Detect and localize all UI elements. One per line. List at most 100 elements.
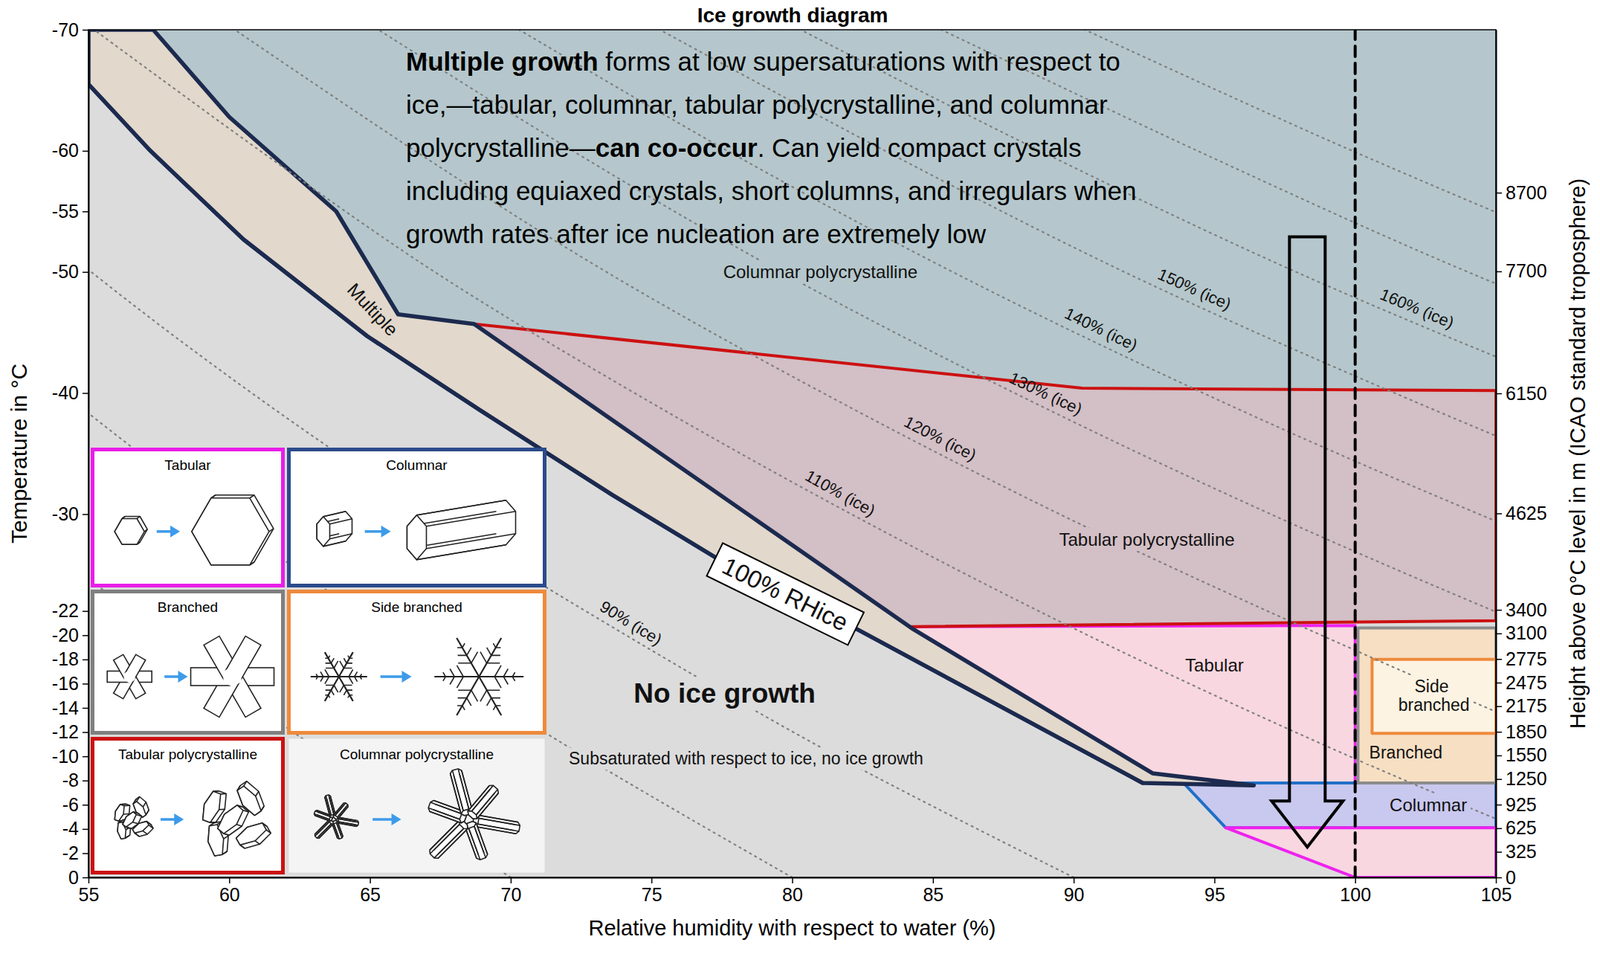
legend-arrow-head	[391, 813, 402, 826]
y2-axis-title: Height above 0°C level in m (ICAO standa…	[1565, 178, 1590, 729]
tick-label: 60	[219, 884, 241, 905]
note-line: ice,—tabular, columnar, tabular polycrys…	[405, 89, 1108, 119]
crystal-edge	[477, 689, 491, 702]
crystal-edge	[220, 791, 227, 796]
region-label: Columnar polycrystalline	[719, 260, 922, 284]
crystal-edge	[457, 684, 472, 696]
crystal-edge	[434, 828, 464, 858]
label-text: Columnar polycrystalline	[723, 261, 918, 282]
y-tick: -30	[52, 503, 89, 525]
tick-mark	[1495, 658, 1502, 661]
crystal-edge	[327, 655, 331, 659]
labels: No ice growth Columnar polycrystalline Tab…	[339, 46, 1474, 817]
tick-mark	[82, 392, 89, 395]
crystal-edge	[339, 652, 354, 677]
label-patch	[565, 747, 927, 770]
crystal-edge	[426, 511, 516, 527]
crystal-edge	[318, 823, 334, 838]
region-label: Branched	[1365, 741, 1447, 764]
crystal-face	[114, 516, 148, 545]
legend-panel: Columnar	[289, 449, 545, 586]
tick-label: -20	[52, 624, 79, 646]
crystal-edge	[452, 770, 464, 811]
y2-tick: 2175	[1495, 695, 1548, 716]
dotted-line	[94, 29, 1496, 878]
crystal-face	[223, 666, 241, 687]
y-tick: -20	[52, 624, 89, 646]
tick-mark	[933, 877, 935, 884]
label-text: Columnar	[1389, 794, 1467, 815]
tick-mark	[82, 779, 89, 782]
region	[88, 29, 1254, 786]
crystal-edge	[465, 826, 477, 858]
tick-mark	[82, 610, 89, 612]
legend-panel: Tabular polycrystalline	[92, 739, 284, 873]
crystal-edge	[331, 660, 340, 669]
tick-mark	[1495, 513, 1502, 515]
crystal-edge	[494, 665, 502, 677]
tick-label: 90	[1063, 884, 1085, 905]
crystal-edge	[359, 676, 362, 680]
crystal-edge	[324, 676, 330, 685]
label-patch	[339, 275, 406, 344]
label-text: No ice growth	[633, 678, 816, 709]
tick-label: -40	[52, 382, 79, 403]
crystal-edge	[354, 676, 358, 682]
y2-tick: 3400	[1495, 599, 1548, 621]
crystal	[466, 783, 500, 821]
tick-label: 3100	[1505, 622, 1548, 644]
tick-mark	[1214, 877, 1216, 884]
crystal-face	[191, 498, 270, 566]
legend-arrow-head	[381, 525, 392, 538]
axis-line	[88, 30, 90, 879]
tick-label: -12	[52, 721, 79, 743]
crystal-edge	[503, 668, 508, 677]
crystal-edge	[324, 693, 328, 697]
crystal-face	[191, 495, 274, 566]
y-tick: -6	[62, 794, 89, 815]
crystal-edge	[472, 785, 494, 811]
tick-label: -16	[52, 672, 79, 694]
crystal-edge	[484, 698, 494, 707]
region-label: Tabular polycrystalline	[1055, 527, 1238, 551]
tick-label: -2	[62, 842, 79, 864]
crystal-face	[313, 819, 334, 840]
crystal-edge	[503, 676, 508, 685]
legend-arrow-head	[170, 525, 180, 538]
legend-arrow	[380, 675, 405, 679]
crystal-face	[316, 516, 330, 547]
crystal-edge	[337, 660, 346, 669]
tick-label: 4625	[1505, 502, 1548, 524]
crystal-edge	[467, 785, 490, 811]
crystal-edge	[329, 657, 336, 664]
region-label: Tabular	[1181, 653, 1248, 677]
crystal-edge	[449, 676, 455, 685]
tick-mark	[510, 877, 513, 884]
legend-arrow-head	[402, 670, 412, 683]
line-label: 100% RHice	[707, 542, 864, 645]
crystal-arm	[469, 631, 511, 682]
label-patch	[629, 676, 820, 711]
tick-mark	[1495, 804, 1502, 806]
region	[1371, 659, 1496, 734]
crystal-edge	[512, 672, 515, 677]
crystal-edge	[330, 518, 353, 525]
tick-mark	[82, 659, 89, 661]
tick-label: -70	[52, 19, 79, 41]
label-patch	[719, 260, 922, 284]
y-tick: -60	[52, 139, 89, 161]
crystal-edge	[329, 689, 336, 696]
crystal-edge	[348, 676, 354, 685]
tick-label: -6	[62, 794, 79, 815]
legend-title: Branched	[157, 599, 218, 615]
tick-mark	[1495, 609, 1502, 612]
label-text: Tabular	[1185, 655, 1244, 676]
crystal-edge	[460, 705, 467, 711]
crystal-edge	[342, 657, 348, 664]
tick-mark	[1495, 393, 1502, 395]
note-line: growth rates after ice nucleation are ex…	[405, 219, 987, 249]
crystal-face	[121, 810, 139, 829]
tick-label: 1850	[1505, 721, 1548, 743]
label-text: 160% (ice)	[1377, 284, 1458, 333]
region	[88, 29, 1496, 878]
